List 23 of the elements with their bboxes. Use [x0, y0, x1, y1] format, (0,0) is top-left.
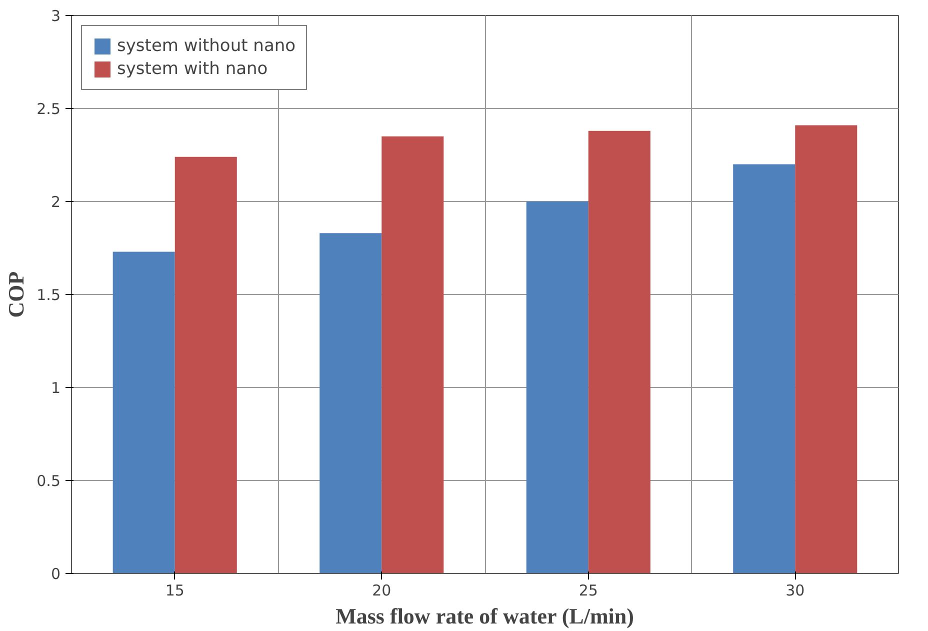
y-tick-label: 0	[50, 565, 61, 583]
x-tick-label: 20	[372, 582, 392, 600]
bar	[174, 156, 237, 574]
bar	[733, 164, 796, 574]
y-tick-label: 2	[50, 193, 61, 211]
y-axis-title: COP	[4, 271, 29, 318]
y-tick-label: 1	[50, 379, 61, 397]
x-tick-label: 25	[578, 582, 598, 600]
bar	[382, 136, 444, 574]
y-tick-label: 0.5	[36, 472, 61, 490]
y-tick-label: 1.5	[36, 286, 61, 304]
bar	[588, 130, 650, 574]
bar	[320, 233, 382, 574]
x-axis-title: Mass flow rate of water (L/min)	[336, 604, 634, 628]
legend-label: system with nano	[117, 59, 268, 79]
bar	[795, 125, 858, 574]
y-tick-label: 3	[50, 7, 61, 25]
bar	[112, 252, 175, 574]
legend-label: system without nano	[117, 36, 296, 56]
x-tick-label: 15	[165, 582, 184, 600]
x-tick-label: 30	[786, 582, 805, 600]
bar	[526, 202, 588, 574]
y-tick-label: 2.5	[36, 100, 61, 118]
